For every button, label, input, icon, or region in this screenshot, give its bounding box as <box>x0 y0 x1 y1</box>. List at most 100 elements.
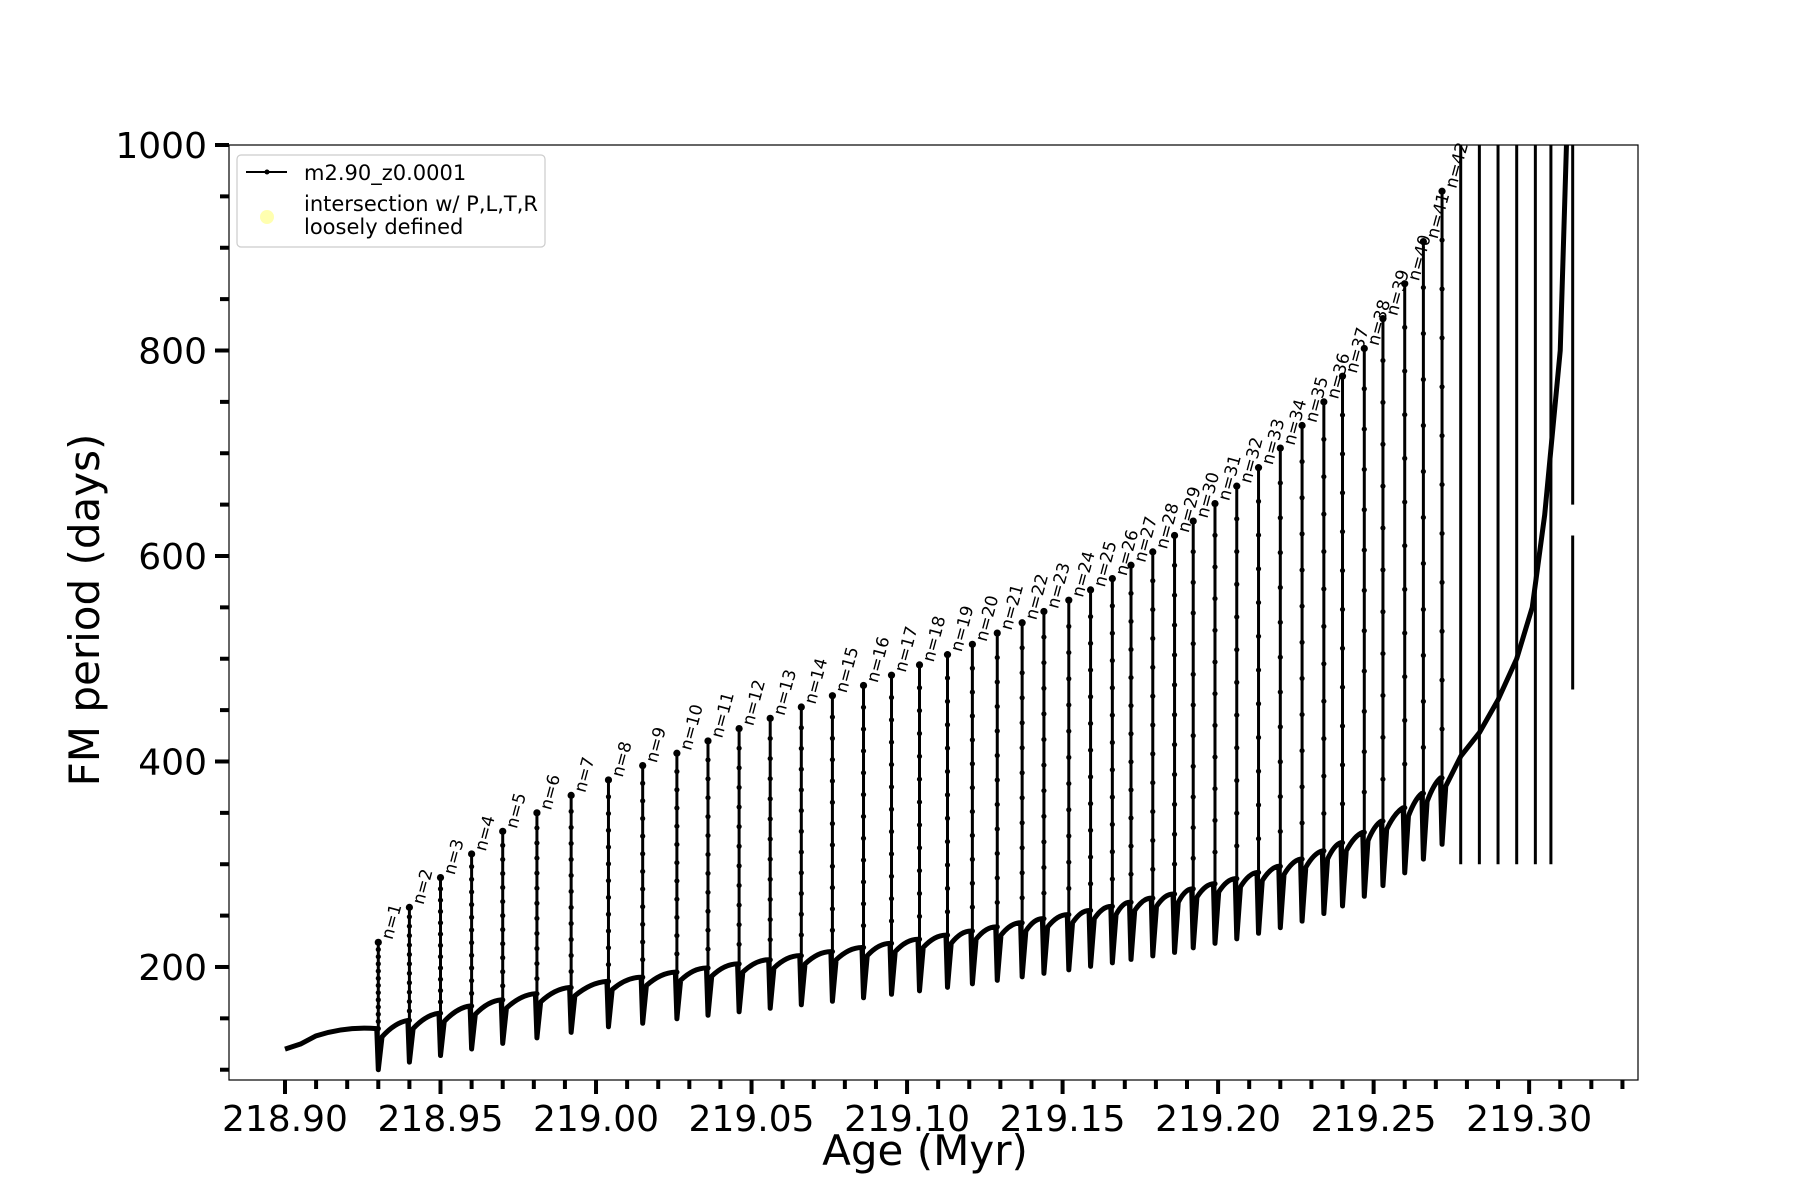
y-tick-label: 200 <box>138 948 207 989</box>
data-point <box>375 1004 381 1010</box>
x-tick-label: 219.25 <box>1311 1099 1437 1140</box>
data-point <box>1234 712 1240 718</box>
data-point <box>1299 856 1305 862</box>
data-point <box>916 936 923 942</box>
data-point <box>1087 774 1094 780</box>
data-point <box>969 904 975 910</box>
data-point <box>944 932 951 938</box>
data-point <box>469 990 475 996</box>
data-point <box>674 860 680 866</box>
data-point <box>568 904 574 911</box>
data-point <box>767 735 773 742</box>
data-point <box>1066 649 1072 656</box>
data-point <box>1380 818 1386 824</box>
data-point <box>605 911 612 917</box>
data-point <box>829 927 836 933</box>
data-point <box>1439 726 1445 732</box>
data-point <box>1402 717 1408 723</box>
data-point <box>375 968 381 974</box>
data-point <box>1277 480 1283 486</box>
data-point <box>500 884 506 891</box>
data-point <box>969 761 975 767</box>
data-point <box>1255 599 1262 606</box>
data-point <box>568 824 574 831</box>
data-point <box>1150 722 1156 728</box>
data-point <box>1321 661 1327 667</box>
data-point <box>1277 724 1283 730</box>
data-point <box>500 856 506 863</box>
data-point <box>969 856 975 862</box>
data-point <box>1321 511 1327 517</box>
data-point <box>1171 891 1178 897</box>
data-point <box>1019 770 1025 776</box>
data-point <box>568 888 574 895</box>
data-point <box>1212 754 1218 760</box>
x-axis-label: Age (Myr) <box>822 1126 1028 1175</box>
x-tick-label: 218.90 <box>222 1099 348 1140</box>
data-point <box>1402 674 1408 680</box>
data-point <box>1402 630 1408 636</box>
pulse-label: n=5 <box>502 791 531 831</box>
data-point <box>500 898 506 905</box>
data-point <box>605 861 612 867</box>
data-point <box>1128 590 1134 596</box>
data-point <box>375 946 381 953</box>
data-point <box>1087 827 1094 833</box>
data-point <box>469 902 475 908</box>
data-point <box>674 969 680 975</box>
data-point <box>1339 529 1346 535</box>
data-point <box>469 940 475 946</box>
pulse-peak-point <box>968 640 976 648</box>
data-point <box>1171 861 1178 867</box>
data-point <box>1190 855 1196 861</box>
data-point <box>1361 829 1367 835</box>
data-point <box>969 832 975 839</box>
data-point <box>1109 821 1115 828</box>
data-point <box>1171 831 1178 837</box>
data-point <box>1041 813 1047 819</box>
data-point <box>944 839 951 845</box>
data-point <box>1299 784 1305 790</box>
data-point <box>375 1026 381 1032</box>
data-point <box>568 984 574 991</box>
data-point <box>969 808 975 815</box>
data-point <box>798 870 804 876</box>
data-point <box>534 870 540 876</box>
data-point <box>969 928 975 934</box>
series-envelope-line <box>284 145 1569 1073</box>
data-point <box>1361 789 1367 795</box>
data-point <box>916 868 923 874</box>
data-point <box>1066 676 1072 682</box>
data-point <box>1066 623 1072 629</box>
data-point <box>469 1003 475 1009</box>
data-point <box>798 849 804 855</box>
data-point <box>888 851 895 857</box>
data-point <box>1277 863 1283 869</box>
data-point <box>1361 547 1367 553</box>
data-point <box>605 961 612 968</box>
data-point <box>1190 733 1196 739</box>
data-point <box>1171 712 1178 718</box>
data-point <box>994 875 1000 881</box>
data-point <box>1255 768 1262 774</box>
data-point <box>860 923 867 929</box>
data-point <box>1019 745 1025 751</box>
data-point <box>406 933 413 939</box>
data-point <box>500 983 506 989</box>
data-point <box>1234 647 1240 653</box>
pulse-peak-point <box>1127 561 1135 569</box>
data-point <box>705 851 711 858</box>
data-point <box>1255 667 1262 673</box>
data-point <box>736 784 742 791</box>
data-point <box>1128 646 1134 653</box>
data-point <box>640 780 646 786</box>
pulse-peak-point <box>859 681 868 690</box>
data-point <box>437 897 444 903</box>
data-point <box>1087 854 1094 860</box>
data-point <box>1380 483 1386 489</box>
data-point <box>829 799 836 805</box>
pulse-label: n=15 <box>832 645 863 695</box>
data-point <box>1019 820 1025 826</box>
data-point <box>798 828 804 834</box>
data-point <box>736 843 742 849</box>
